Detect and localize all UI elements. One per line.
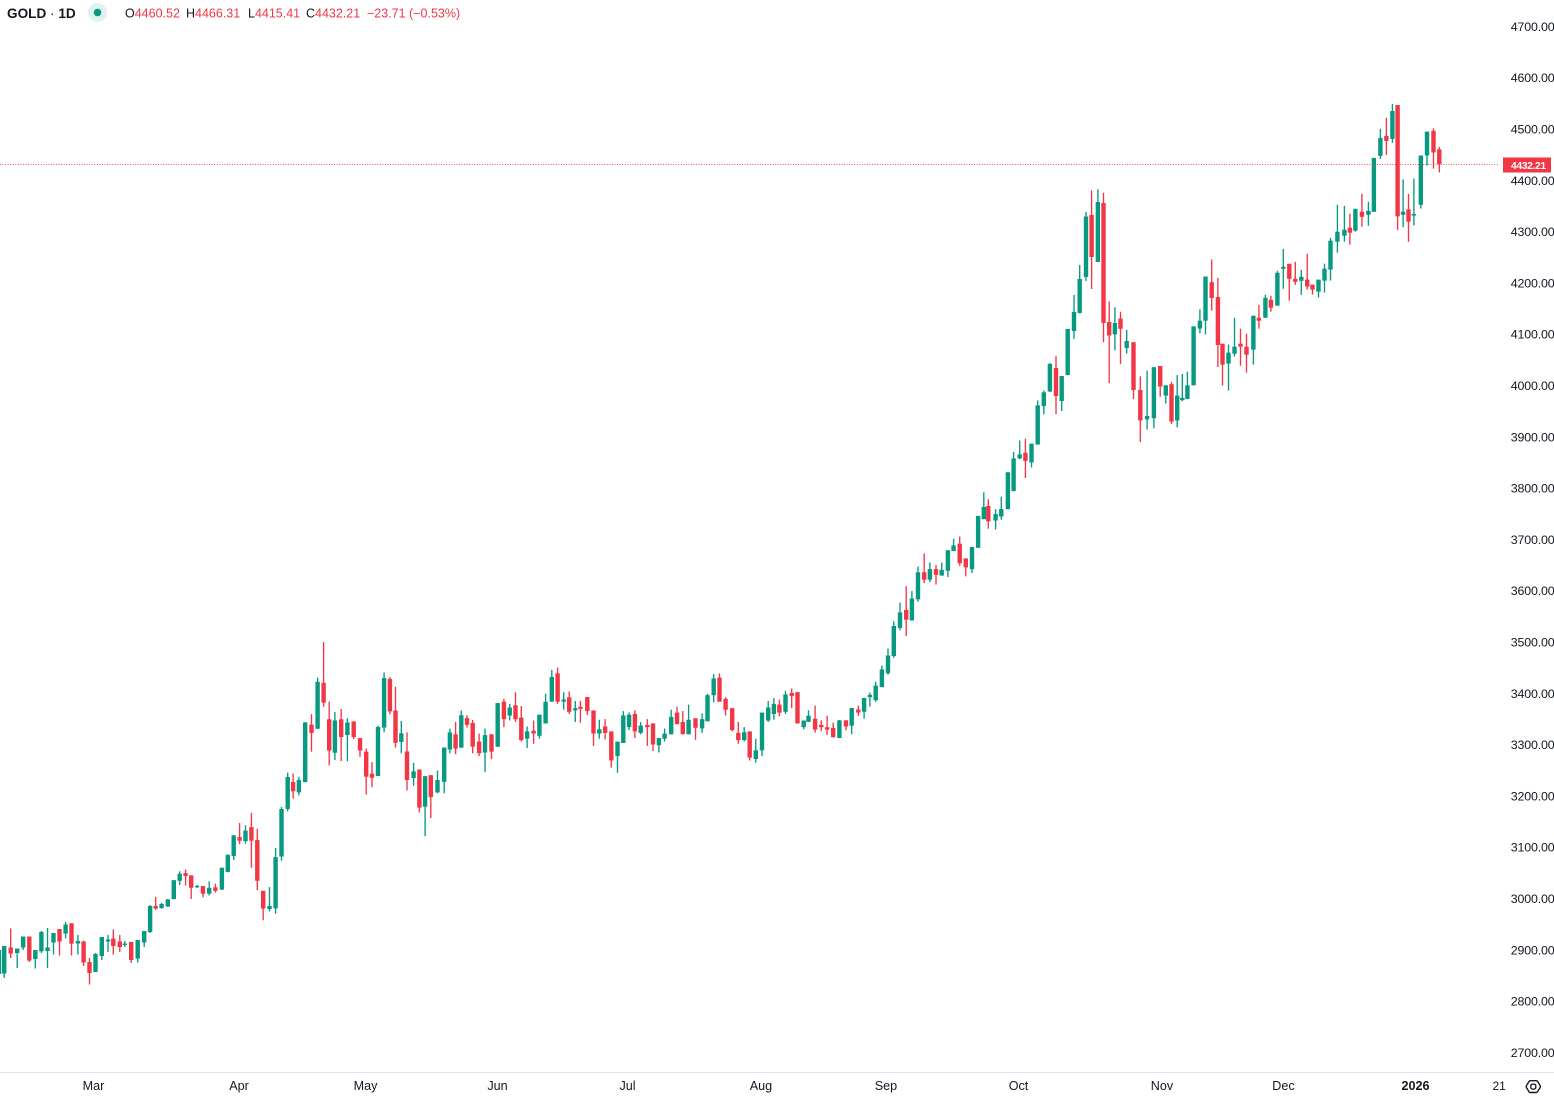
svg-text:4300.00: 4300.00: [1511, 225, 1554, 239]
svg-text:Nov: Nov: [1151, 1079, 1174, 1093]
svg-text:2900.00: 2900.00: [1511, 943, 1554, 957]
svg-text:4400.00: 4400.00: [1511, 174, 1554, 188]
svg-text:3100.00: 3100.00: [1511, 841, 1554, 855]
svg-text:3900.00: 3900.00: [1511, 430, 1554, 444]
svg-text:4432.21: 4432.21: [1511, 161, 1546, 172]
svg-text:2700.00: 2700.00: [1511, 1046, 1554, 1060]
svg-text:Aug: Aug: [750, 1079, 772, 1093]
svg-text:C4432.21: C4432.21: [306, 7, 360, 21]
svg-text:2026: 2026: [1401, 1079, 1429, 1093]
svg-text:4000.00: 4000.00: [1511, 379, 1554, 393]
svg-text:3600.00: 3600.00: [1511, 584, 1554, 598]
svg-text:3300.00: 3300.00: [1511, 738, 1554, 752]
svg-text:Sep: Sep: [875, 1079, 897, 1093]
svg-text:3400.00: 3400.00: [1511, 687, 1554, 701]
svg-text:O4460.52: O4460.52: [125, 7, 180, 21]
svg-text:−23.71 (−0.53%): −23.71 (−0.53%): [367, 7, 460, 21]
svg-text:L4415.41: L4415.41: [248, 7, 300, 21]
svg-text:Jun: Jun: [487, 1079, 507, 1093]
svg-text:4100.00: 4100.00: [1511, 328, 1554, 342]
svg-text:Mar: Mar: [83, 1079, 105, 1093]
svg-text:4500.00: 4500.00: [1511, 123, 1554, 137]
svg-text:21: 21: [1493, 1079, 1507, 1093]
svg-text:4200.00: 4200.00: [1511, 276, 1554, 290]
svg-text:4600.00: 4600.00: [1511, 71, 1554, 85]
svg-text:GOLD · 1D: GOLD · 1D: [7, 6, 76, 21]
svg-text:2800.00: 2800.00: [1511, 995, 1554, 1009]
svg-text:4700.00: 4700.00: [1511, 20, 1554, 34]
svg-text:May: May: [354, 1079, 378, 1093]
svg-text:Jul: Jul: [619, 1079, 635, 1093]
svg-text:3700.00: 3700.00: [1511, 533, 1554, 547]
svg-text:H4466.31: H4466.31: [186, 7, 240, 21]
svg-text:3000.00: 3000.00: [1511, 892, 1554, 906]
svg-text:3800.00: 3800.00: [1511, 482, 1554, 496]
svg-text:3200.00: 3200.00: [1511, 789, 1554, 803]
svg-text:Oct: Oct: [1009, 1079, 1029, 1093]
svg-text:3500.00: 3500.00: [1511, 636, 1554, 650]
svg-text:Dec: Dec: [1272, 1079, 1294, 1093]
svg-text:Apr: Apr: [229, 1079, 249, 1093]
